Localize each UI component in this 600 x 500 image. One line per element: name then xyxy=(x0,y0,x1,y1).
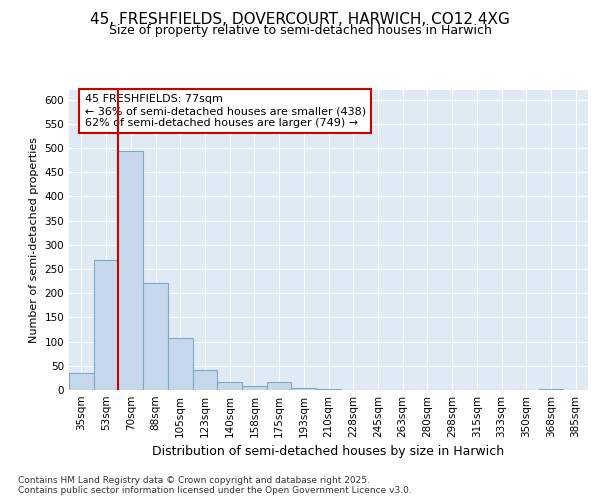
Bar xyxy=(118,152,143,390)
Text: Size of property relative to semi-detached houses in Harwich: Size of property relative to semi-detach… xyxy=(109,24,491,37)
Bar xyxy=(168,338,193,390)
Bar xyxy=(94,260,118,390)
Bar xyxy=(267,382,292,390)
Bar xyxy=(217,382,242,390)
Text: 45 FRESHFIELDS: 77sqm
← 36% of semi-detached houses are smaller (438)
62% of sem: 45 FRESHFIELDS: 77sqm ← 36% of semi-deta… xyxy=(85,94,365,128)
Bar xyxy=(193,370,217,390)
Y-axis label: Number of semi-detached properties: Number of semi-detached properties xyxy=(29,137,39,343)
Bar xyxy=(143,282,168,390)
Bar xyxy=(316,389,341,390)
Bar xyxy=(69,373,94,390)
Text: 45, FRESHFIELDS, DOVERCOURT, HARWICH, CO12 4XG: 45, FRESHFIELDS, DOVERCOURT, HARWICH, CO… xyxy=(90,12,510,28)
Bar xyxy=(292,388,316,390)
X-axis label: Distribution of semi-detached houses by size in Harwich: Distribution of semi-detached houses by … xyxy=(152,446,505,458)
Bar xyxy=(242,386,267,390)
Bar xyxy=(539,389,563,390)
Text: Contains HM Land Registry data © Crown copyright and database right 2025.
Contai: Contains HM Land Registry data © Crown c… xyxy=(18,476,412,495)
